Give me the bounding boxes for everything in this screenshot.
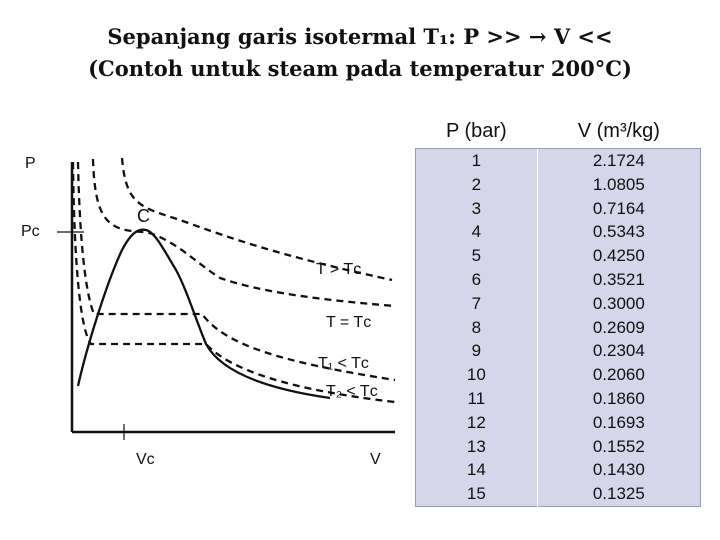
cell-pressure: 4 xyxy=(415,220,538,245)
v-axis-label: V xyxy=(370,451,381,468)
cell-volume: 0.7164 xyxy=(536,196,701,221)
table-row: 8 0.2609 xyxy=(415,315,701,340)
cell-pressure: 12 xyxy=(415,410,538,435)
axes xyxy=(57,162,395,440)
isotherm-tgt-curve xyxy=(120,157,393,282)
cell-pressure: 6 xyxy=(415,267,538,292)
cell-pressure: 14 xyxy=(415,458,538,483)
pc-axis-label: Pᴄ xyxy=(21,223,40,240)
cell-pressure: 9 xyxy=(415,339,538,364)
table-row: 5 0.4250 xyxy=(415,244,701,268)
cell-volume: 0.2060 xyxy=(536,363,701,387)
cell-volume: 2.1724 xyxy=(536,148,701,173)
label-t1-lt-tc: T₁ < Tᴄ xyxy=(318,355,369,372)
saturation-dome-curve xyxy=(76,228,331,400)
table-row: 3 0.7164 xyxy=(415,196,701,221)
cell-volume: 0.4250 xyxy=(536,244,701,268)
cell-volume: 0.1860 xyxy=(536,386,701,411)
header-volume: V (m³/kg) xyxy=(537,114,701,149)
table-row: 2 1.0805 xyxy=(415,172,701,197)
table-row: 1 2.1724 xyxy=(415,148,701,173)
table-row: 4 0.5343 xyxy=(415,220,701,245)
label-t-eq-tc: T = Tᴄ xyxy=(326,314,371,331)
table-row: 10 0.2060 xyxy=(415,363,701,387)
cell-volume: 0.1552 xyxy=(536,434,701,459)
cell-volume: 0.5343 xyxy=(536,220,701,245)
cell-pressure: 10 xyxy=(415,363,538,387)
isotherm-teq-curve xyxy=(91,158,396,308)
cell-volume: 0.1693 xyxy=(536,410,701,435)
cell-pressure: 5 xyxy=(415,244,538,268)
table-row: 7 0.3000 xyxy=(415,291,701,316)
isotherm-t2-curve xyxy=(71,161,396,404)
vc-axis-label: Vᴄ xyxy=(136,451,155,468)
cell-volume: 1.0805 xyxy=(536,172,701,197)
cell-volume: 0.3000 xyxy=(536,291,701,316)
pressure-volume-table: P (bar) V (m³/kg) 1 2.1724 2 1.0805 3 0.716… xyxy=(415,114,701,507)
label-t-gt-tc: T > Tᴄ xyxy=(316,261,361,278)
table-row: 14 0.1430 xyxy=(415,458,701,483)
cell-volume: 0.2609 xyxy=(536,315,701,340)
cell-pressure: 7 xyxy=(415,291,538,316)
table-row: 12 0.1693 xyxy=(415,410,701,435)
title-line-2: (Contoh untuk steam pada temperatur 200°… xyxy=(88,56,632,81)
table-row: 9 0.2304 xyxy=(415,339,701,364)
table-row: 13 0.1552 xyxy=(415,434,701,459)
header-pressure: P (bar) xyxy=(415,114,538,149)
cell-volume: 0.1325 xyxy=(536,482,701,507)
table-row: 6 0.3521 xyxy=(415,267,701,292)
table-row: 11 0.1860 xyxy=(415,386,701,411)
cell-pressure: 11 xyxy=(415,386,538,411)
cell-volume: 0.2304 xyxy=(536,339,701,364)
cell-pressure: 15 xyxy=(415,482,538,507)
cell-volume: 0.3521 xyxy=(536,267,701,292)
cell-pressure: 2 xyxy=(415,172,538,197)
cell-pressure: 13 xyxy=(415,434,538,459)
title-line-1: Sepanjang garis isotermal T₁: P >> → V <… xyxy=(107,24,613,49)
p-axis-label: P xyxy=(25,155,36,172)
table-row: 15 0.1325 xyxy=(415,482,701,507)
cell-pressure: 1 xyxy=(415,148,538,173)
cell-pressure: 3 xyxy=(415,196,538,221)
critical-point-label: C xyxy=(137,206,150,226)
table-header-row: P (bar) V (m³/kg) xyxy=(415,114,701,149)
isotherm-curves xyxy=(71,157,396,404)
cell-pressure: 8 xyxy=(415,315,538,340)
label-t2-lt-tc: T₂ < Tᴄ xyxy=(326,383,378,400)
cell-volume: 0.1430 xyxy=(536,458,701,483)
